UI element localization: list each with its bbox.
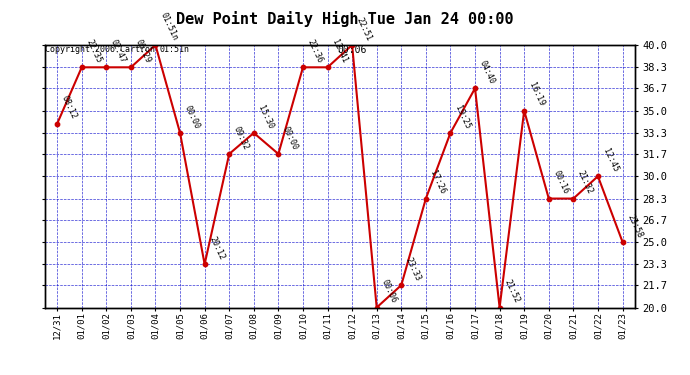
Point — [420, 196, 431, 202]
Text: 02:47: 02:47 — [109, 38, 128, 64]
Point — [248, 130, 259, 136]
Point — [445, 130, 456, 136]
Text: Copyright 2006 Cartron: Copyright 2006 Cartron — [45, 45, 155, 54]
Text: 22:36: 22:36 — [306, 38, 324, 64]
Text: 01:51n: 01:51n — [158, 11, 179, 42]
Text: 00:06: 00:06 — [380, 278, 398, 305]
Text: 12:45: 12:45 — [601, 147, 620, 174]
Point — [469, 85, 480, 91]
Text: 01:51n: 01:51n — [160, 45, 190, 54]
Point — [543, 196, 554, 202]
Text: 15:30: 15:30 — [257, 104, 275, 130]
Text: 08:12: 08:12 — [60, 94, 79, 121]
Point — [568, 196, 579, 202]
Text: 22:51: 22:51 — [355, 16, 373, 42]
Point — [593, 173, 604, 179]
Point — [346, 42, 357, 48]
Point — [322, 64, 333, 70]
Text: 22:35: 22:35 — [84, 38, 103, 64]
Point — [199, 261, 210, 267]
Text: 21:32: 21:32 — [576, 170, 595, 196]
Point — [76, 64, 87, 70]
Text: 09:32: 09:32 — [232, 125, 250, 151]
Point — [150, 42, 161, 48]
Text: 17:26: 17:26 — [428, 170, 447, 196]
Point — [297, 64, 308, 70]
Point — [396, 282, 407, 288]
Text: 23:33: 23:33 — [404, 256, 423, 282]
Point — [494, 304, 505, 310]
Point — [371, 304, 382, 310]
Text: 04:40: 04:40 — [477, 59, 497, 86]
Text: 16:19: 16:19 — [527, 81, 546, 108]
Point — [126, 64, 137, 70]
Text: 12:41: 12:41 — [331, 38, 349, 64]
Point — [101, 64, 112, 70]
Text: 21:52: 21:52 — [502, 278, 521, 305]
Point — [519, 108, 530, 114]
Text: 00:00: 00:00 — [183, 104, 201, 130]
Text: 23:58: 23:58 — [625, 213, 644, 239]
Point — [52, 121, 63, 127]
Text: 00:00: 00:00 — [281, 125, 300, 151]
Point — [224, 151, 235, 157]
Point — [617, 239, 628, 245]
Text: 19:25: 19:25 — [453, 104, 472, 130]
Text: Dew Point Daily High Tue Jan 24 00:00: Dew Point Daily High Tue Jan 24 00:00 — [176, 11, 514, 27]
Text: 00:06: 00:06 — [337, 45, 367, 55]
Point — [175, 130, 186, 136]
Text: 00:16: 00:16 — [551, 170, 570, 196]
Text: 06:29: 06:29 — [134, 38, 152, 64]
Point — [273, 151, 284, 157]
Text: 20:12: 20:12 — [208, 235, 226, 261]
